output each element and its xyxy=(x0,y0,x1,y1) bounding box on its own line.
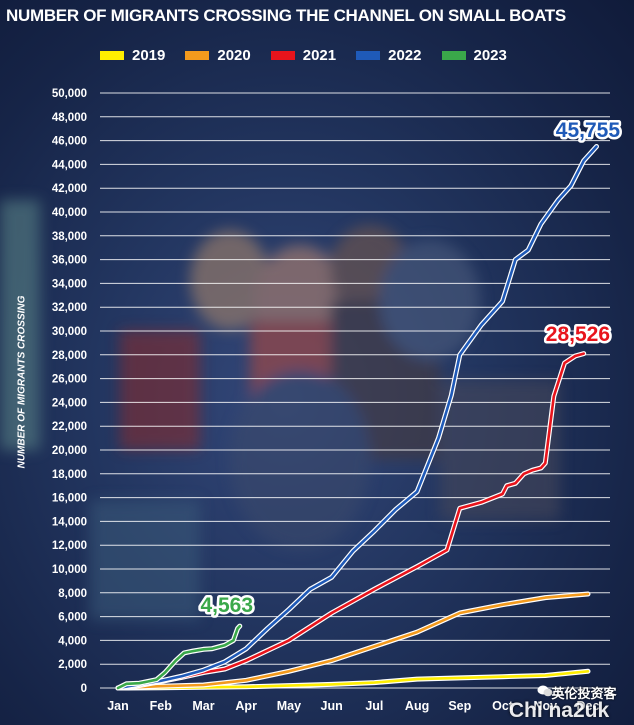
series-line-2020 xyxy=(116,592,590,690)
x-tick-label: Mar xyxy=(192,699,214,713)
y-tick-label: 30,000 xyxy=(52,326,87,338)
x-tick-label: Aug xyxy=(405,699,429,713)
y-tick-label: 18,000 xyxy=(52,469,87,481)
y-tick-labels: 0 2,000 4,000 6,000 8,000 10,000 12,000 14,000 1… xyxy=(52,88,87,695)
y-tick-label: 6,000 xyxy=(58,612,87,624)
y-tick-label: 14,000 xyxy=(52,516,87,528)
x-tick-label: Jan xyxy=(107,699,129,713)
y-tick-label: 36,000 xyxy=(52,255,87,267)
end-label-2023: 4,563 xyxy=(200,594,253,617)
y-tick-label: 24,000 xyxy=(52,397,87,409)
legend-item-2021: 2021 xyxy=(270,47,337,64)
y-tick-label: 34,000 xyxy=(52,278,87,290)
x-tick-label: Jul xyxy=(365,699,383,713)
legend-swatch xyxy=(270,51,295,60)
legend-item-2019: 2019 xyxy=(100,47,165,64)
chart-title: NUMBER OF MIGRANTS CROSSING THE CHANNEL … xyxy=(6,6,566,25)
y-tick-label: 16,000 xyxy=(52,493,87,505)
series-line-2022 xyxy=(116,145,598,690)
legend-swatch xyxy=(356,51,381,60)
y-tick-label: 40,000 xyxy=(52,207,87,219)
end-label-2021: 28,526 xyxy=(546,323,610,346)
x-tick-label: Jun xyxy=(321,699,343,713)
legend-swatch xyxy=(441,51,466,60)
y-axis-label: NUMBER OF MIGRANTS CROSSING xyxy=(16,295,28,469)
legend-label: 2023 xyxy=(473,47,507,64)
x-tick-label: Dec xyxy=(577,699,600,713)
x-tick-label: Oct xyxy=(492,699,514,713)
y-tick-label: 44,000 xyxy=(52,159,87,171)
y-tick-label: 20,000 xyxy=(52,445,87,457)
y-tick-label: 50,000 xyxy=(52,88,87,100)
series-line-2021 xyxy=(116,352,586,690)
y-tick-label: 32,000 xyxy=(52,302,87,314)
y-tick-label: 28,000 xyxy=(52,350,87,362)
legend-swatch xyxy=(185,51,210,60)
x-tick-labels: Jan Feb Mar Apr May Jun Jul Aug Sep Oct Nov Dec xyxy=(107,699,599,713)
y-tick-label: 26,000 xyxy=(52,374,87,386)
y-tick-label: 38,000 xyxy=(52,231,87,243)
x-tick-label: May xyxy=(277,699,301,713)
legend-item-2023: 2023 xyxy=(441,47,507,64)
y-tick-label: 12,000 xyxy=(52,540,87,552)
series-line-2023 xyxy=(116,624,242,690)
x-tick-label: Sep xyxy=(448,699,471,713)
series-lines xyxy=(115,144,599,691)
y-tick-label: 48,000 xyxy=(52,112,87,124)
y-tick-label: 2,000 xyxy=(58,659,87,671)
y-tick-label: 4,000 xyxy=(58,635,87,647)
gridlines xyxy=(100,92,610,689)
legend-label: 2022 xyxy=(388,47,422,64)
x-tick-label: Feb xyxy=(150,699,173,713)
legend: 2019 2020 2021 2022 2023 xyxy=(100,47,527,64)
y-tick-label: 42,000 xyxy=(52,183,87,195)
legend-label: 2020 xyxy=(217,47,251,64)
y-tick-label: 46,000 xyxy=(52,136,87,148)
series-outline-2021 xyxy=(115,351,587,691)
y-tick-label: 0 xyxy=(81,683,87,695)
watermark-site: Chi na2uk xyxy=(508,699,610,722)
legend-item-2022: 2022 xyxy=(356,47,422,64)
watermark-account: 英伦投资客 xyxy=(551,686,617,701)
legend-label: 2021 xyxy=(302,47,337,64)
series-outline-2022 xyxy=(115,144,599,691)
x-tick-label: Apr xyxy=(235,699,257,713)
legend-swatch xyxy=(100,51,124,60)
wechat-icon xyxy=(537,685,553,697)
y-tick-label: 8,000 xyxy=(58,588,87,600)
y-tick-label: 10,000 xyxy=(52,564,87,576)
legend-item-2020: 2020 xyxy=(185,47,251,64)
end-labels: 28,526 45,755 4,563 xyxy=(198,117,623,620)
legend-label: 2019 xyxy=(132,47,166,64)
y-tick-label: 22,000 xyxy=(52,421,87,433)
end-label-2022: 45,755 xyxy=(556,119,621,142)
x-tick-label: Nov xyxy=(533,699,557,713)
